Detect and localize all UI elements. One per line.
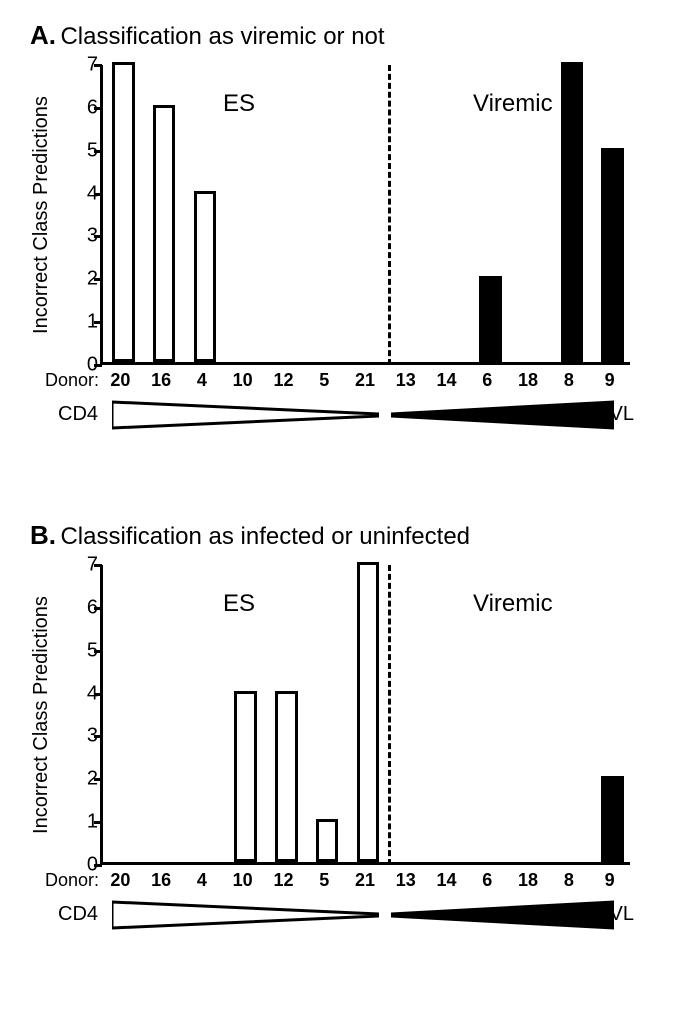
bar	[357, 562, 379, 862]
ytick-mark	[94, 778, 102, 781]
panel-a-donor-row: Donor: 201641012521131461889	[100, 370, 630, 394]
donor-id: 10	[233, 370, 253, 391]
panel-a-es-label: ES	[223, 90, 255, 118]
bar	[194, 191, 216, 362]
panel-a-left-wedge-icon	[112, 400, 379, 430]
group-divider	[388, 565, 391, 865]
panel-b-vl-label: VL	[610, 903, 634, 926]
panel-b-title: B. Classification as infected or uninfec…	[30, 520, 470, 551]
donor-id: 16	[151, 370, 171, 391]
bar	[112, 62, 134, 362]
bar	[601, 776, 623, 862]
donor-id: 18	[518, 870, 538, 891]
ytick-mark	[94, 321, 102, 324]
ytick-mark	[94, 278, 102, 281]
donor-id: 14	[437, 870, 457, 891]
donor-id: 14	[437, 370, 457, 391]
bar	[316, 819, 338, 862]
donor-id: 21	[355, 370, 375, 391]
bar	[153, 105, 175, 362]
donor-id: 21	[355, 870, 375, 891]
ytick-mark	[94, 107, 102, 110]
ytick-mark	[94, 650, 102, 653]
donor-id: 4	[197, 870, 207, 891]
donor-id: 12	[273, 870, 293, 891]
donor-id: 10	[233, 870, 253, 891]
donor-id: 9	[605, 870, 615, 891]
panel-a-plot: ES Viremic	[100, 65, 630, 365]
panel-a-wedge-row: CD4 VL	[100, 398, 630, 438]
panel-b-plot: ES Viremic	[100, 565, 630, 865]
panel-b-wedge-row: CD4 VL	[100, 898, 630, 938]
ytick-mark	[94, 193, 102, 196]
ytick-mark	[94, 150, 102, 153]
donor-id: 9	[605, 370, 615, 391]
donor-id: 6	[482, 870, 492, 891]
group-divider	[388, 65, 391, 365]
ytick-mark	[94, 235, 102, 238]
bar	[601, 148, 623, 362]
ytick-mark	[94, 821, 102, 824]
panel-b-right-wedge-icon	[391, 900, 613, 930]
donor-id: 13	[396, 370, 416, 391]
ytick-mark	[94, 564, 102, 567]
panel-b-letter: B.	[30, 520, 56, 550]
panel-a-text: Classification as viremic or not	[60, 23, 384, 50]
panel-b-es-label: ES	[223, 590, 255, 618]
donor-id: 13	[396, 870, 416, 891]
donor-id: 20	[110, 870, 130, 891]
panel-b-text: Classification as infected or uninfected	[60, 523, 470, 550]
donor-id: 8	[564, 370, 574, 391]
panel-a-vl-label: VL	[610, 403, 634, 426]
panel-a-cd4-label: CD4	[58, 403, 98, 426]
ytick-mark	[94, 64, 102, 67]
panel-b-donor-row: Donor: 201641012521131461889	[100, 870, 630, 894]
panel-b-ylabel: Incorrect Class Predictions	[30, 565, 50, 865]
panel-a-right-wedge-icon	[391, 400, 613, 430]
ytick-mark	[94, 693, 102, 696]
donor-id: 12	[273, 370, 293, 391]
panel-a: A. Classification as viremic or not Inco…	[20, 20, 660, 490]
ytick-mark	[94, 607, 102, 610]
panel-a-title: A. Classification as viremic or not	[30, 20, 385, 51]
ytick-mark	[94, 864, 102, 867]
panel-b-cd4-label: CD4	[58, 903, 98, 926]
figure-root: A. Classification as viremic or not Inco…	[0, 0, 685, 1028]
panel-a-ylabel: Incorrect Class Predictions	[30, 65, 50, 365]
donor-id: 20	[110, 370, 130, 391]
donor-id: 6	[482, 370, 492, 391]
bar	[275, 691, 297, 862]
donor-id: 5	[319, 370, 329, 391]
panel-b-left-wedge-icon	[112, 900, 379, 930]
panel-b: B. Classification as infected or uninfec…	[20, 520, 660, 990]
ytick-mark	[94, 364, 102, 367]
panel-a-letter: A.	[30, 20, 56, 50]
panel-b-viremic-label: Viremic	[473, 590, 553, 618]
bar	[234, 691, 256, 862]
donor-id: 16	[151, 870, 171, 891]
ytick-mark	[94, 735, 102, 738]
bar	[561, 62, 583, 362]
donor-id: 4	[197, 370, 207, 391]
donor-id: 18	[518, 370, 538, 391]
donor-id: 8	[564, 870, 574, 891]
donor-id: 5	[319, 870, 329, 891]
panel-a-viremic-label: Viremic	[473, 90, 553, 118]
bar	[479, 276, 501, 362]
